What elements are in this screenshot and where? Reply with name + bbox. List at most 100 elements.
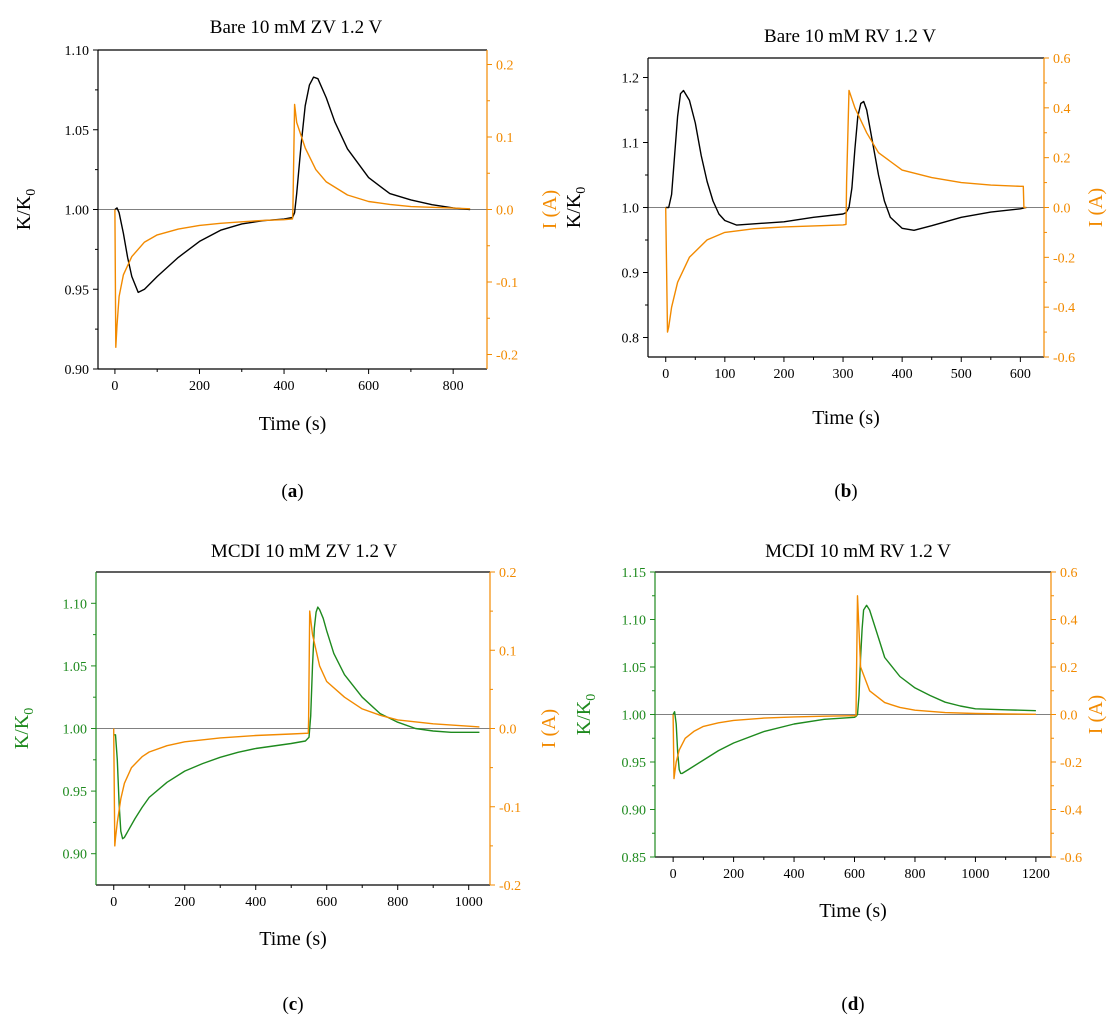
left-y-tick-label: 0.85 <box>622 851 647 866</box>
x-tick-label: 200 <box>189 379 210 394</box>
chart-panel-c: MCDI 10 mM ZV 1.2 V 0 200 400 600 800 1000 0.90… <box>11 541 560 1015</box>
panel-caption: (b) <box>834 481 857 502</box>
right-y-tick-label: -0.6 <box>1060 851 1082 866</box>
left-y-axis-title: K/K0 <box>563 187 589 228</box>
x-tick-label: 600 <box>316 895 337 910</box>
left-y-tick-label: 0.8 <box>622 332 640 347</box>
right-y-tick-label: 0.2 <box>1060 661 1078 676</box>
series-line-left <box>672 604 1036 775</box>
x-tick-label: 1000 <box>961 867 989 882</box>
right-y-tick-label: -0.4 <box>1060 804 1082 819</box>
x-tick-label: 800 <box>387 895 408 910</box>
panel-caption: (d) <box>841 994 864 1015</box>
series-line-left <box>665 89 1027 232</box>
series-line-right <box>672 595 1036 780</box>
series-line-right <box>113 610 480 847</box>
right-y-tick-label: -0.4 <box>1053 301 1075 316</box>
left-y-axis-title: K/K0 <box>573 694 599 735</box>
right-y-tick-label: 0.0 <box>499 723 517 738</box>
x-tick-label: 0 <box>110 895 117 910</box>
chart-title: Bare 10 mM RV 1.2 V <box>764 26 936 47</box>
left-y-tick-label: 1.00 <box>65 204 90 219</box>
left-y-tick-label: 0.9 <box>622 267 640 282</box>
left-y-tick-label: 1.05 <box>65 124 90 139</box>
x-tick-label: 600 <box>1010 367 1031 382</box>
left-y-tick-label: 1.05 <box>63 660 88 675</box>
x-axis-title: Time (s) <box>812 407 880 429</box>
x-tick-label: 200 <box>773 367 794 382</box>
right-y-tick-label: -0.2 <box>496 349 518 364</box>
left-y-tick-label: 1.05 <box>622 661 647 676</box>
x-tick-label: 800 <box>904 867 925 882</box>
panel-caption: (c) <box>282 994 303 1015</box>
x-tick-label: 200 <box>723 867 744 882</box>
right-y-tick-label: 0.6 <box>1060 566 1078 581</box>
x-axis-title: Time (s) <box>819 900 887 922</box>
right-y-tick-label: 0.1 <box>499 644 517 659</box>
right-y-axis-title: I (A) <box>539 190 561 229</box>
x-tick-label: 0 <box>662 367 669 382</box>
right-y-axis-title: I (A) <box>538 709 560 748</box>
x-tick-label: 500 <box>951 367 972 382</box>
right-y-axis-title: I (A) <box>1085 188 1107 227</box>
left-y-tick-label: 0.95 <box>63 785 88 800</box>
chart-title: MCDI 10 mM ZV 1.2 V <box>211 541 397 562</box>
left-y-tick-label: 0.95 <box>65 283 90 298</box>
right-y-tick-label: 0.0 <box>496 204 514 219</box>
x-tick-label: 1000 <box>455 895 483 910</box>
x-tick-label: 0 <box>111 379 118 394</box>
right-y-tick-label: -0.1 <box>496 276 518 291</box>
right-y-tick-label: 0.6 <box>1053 52 1071 67</box>
right-y-tick-label: 0.0 <box>1060 709 1078 724</box>
left-y-tick-label: 0.90 <box>65 363 90 378</box>
chart-panel-a: Bare 10 mM ZV 1.2 V 0 200 400 600 800 0.90 0.95… <box>13 17 561 502</box>
left-y-tick-label: 1.10 <box>622 614 647 629</box>
chart-title: Bare 10 mM ZV 1.2 V <box>210 17 383 38</box>
left-y-tick-label: 1.10 <box>65 44 90 59</box>
right-y-tick-label: -0.6 <box>1053 351 1075 366</box>
x-tick-label: 600 <box>844 867 865 882</box>
right-y-tick-label: 0.2 <box>496 59 514 74</box>
x-tick-label: 1200 <box>1022 867 1050 882</box>
x-tick-label: 0 <box>670 867 677 882</box>
right-y-tick-label: 0.4 <box>1060 614 1078 629</box>
x-tick-label: 800 <box>443 379 464 394</box>
right-y-tick-label: -0.2 <box>1060 756 1082 771</box>
right-y-tick-label: 0.1 <box>496 131 514 146</box>
right-y-tick-label: 0.4 <box>1053 102 1071 117</box>
x-tick-label: 400 <box>892 367 913 382</box>
left-y-axis-title: K/K0 <box>11 708 37 749</box>
left-y-tick-label: 1.10 <box>63 597 88 612</box>
left-y-tick-label: 1.1 <box>622 137 640 152</box>
right-y-tick-label: 0.2 <box>1053 152 1071 167</box>
series-line-left <box>113 606 480 840</box>
x-tick-label: 600 <box>358 379 379 394</box>
series-line-right <box>665 89 1027 333</box>
right-y-tick-label: 0.0 <box>1053 202 1071 217</box>
left-y-axis-title: K/K0 <box>13 189 39 230</box>
left-y-tick-label: 0.90 <box>63 848 88 863</box>
x-axis-title: Time (s) <box>259 928 327 950</box>
x-axis-title: Time (s) <box>259 413 327 435</box>
left-y-tick-label: 1.2 <box>622 72 640 87</box>
series-line-right <box>114 103 471 348</box>
x-tick-label: 300 <box>833 367 854 382</box>
left-y-tick-label: 1.00 <box>63 723 88 738</box>
x-tick-label: 400 <box>274 379 295 394</box>
chart-panel-b: Bare 10 mM RV 1.2 V 0 100 200 300 400 500 600 0.… <box>563 26 1107 502</box>
x-tick-label: 100 <box>714 367 735 382</box>
left-y-tick-label: 0.95 <box>622 756 647 771</box>
x-tick-label: 200 <box>174 895 195 910</box>
series-line-left <box>114 76 471 294</box>
chart-panel-d: MCDI 10 mM RV 1.2 V 0 200 400 600 800 1000 1200… <box>573 541 1107 1015</box>
right-y-axis-title: I (A) <box>1085 695 1107 734</box>
x-tick-label: 400 <box>245 895 266 910</box>
left-y-tick-label: 0.90 <box>622 804 647 819</box>
chart-title: MCDI 10 mM RV 1.2 V <box>765 541 951 562</box>
panel-caption: (a) <box>281 481 303 502</box>
right-y-tick-label: 0.2 <box>499 566 517 581</box>
left-y-tick-label: 1.0 <box>622 202 640 217</box>
right-y-tick-label: -0.1 <box>499 801 521 816</box>
left-y-tick-label: 1.00 <box>622 709 647 724</box>
